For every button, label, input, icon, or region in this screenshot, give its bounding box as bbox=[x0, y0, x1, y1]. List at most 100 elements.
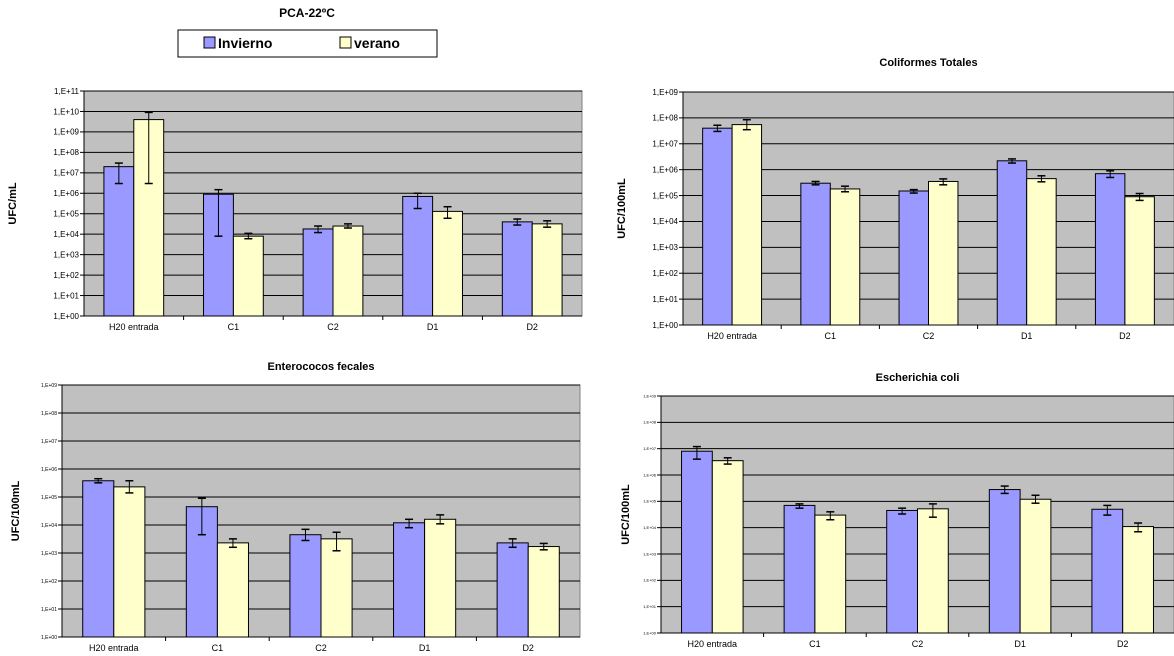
y-tick-label: 1,E+03 bbox=[652, 243, 678, 252]
x-tick-label: C1 bbox=[212, 643, 224, 653]
legend-title: PCA-22ºC bbox=[279, 6, 335, 20]
y-tick-label: 1,E+06 bbox=[41, 467, 57, 473]
bar-verano-c1 bbox=[829, 188, 861, 326]
bar-invierno-d2 bbox=[1094, 173, 1126, 326]
y-tick-label: 1,E+00 bbox=[652, 321, 678, 330]
y-tick-label: 1,E+01 bbox=[643, 604, 657, 609]
bar-verano-d1 bbox=[424, 518, 457, 638]
y-tick-label: 1,E+04 bbox=[643, 525, 657, 530]
y-tick-label: 1,E+07 bbox=[643, 446, 657, 451]
y-axis-label: UFC/100mL bbox=[10, 480, 22, 541]
y-tick-label: 1,E+00 bbox=[643, 630, 657, 635]
bar-invierno-c2 bbox=[898, 190, 929, 326]
y-axis-label: UFC/100mL bbox=[620, 484, 632, 545]
y-tick-label: 1,E+03 bbox=[643, 551, 657, 556]
y-tick-label: 1,E+09 bbox=[53, 128, 79, 137]
y-tick-label: 1,E+08 bbox=[53, 148, 79, 157]
y-tick-label: 1,E+09 bbox=[643, 393, 657, 398]
bar-verano-c1 bbox=[814, 514, 847, 634]
bar-invierno-c2 bbox=[886, 509, 918, 634]
x-tick-label: C2 bbox=[923, 331, 935, 341]
bar-verano-d2 bbox=[531, 223, 563, 317]
x-tick-label: D2 bbox=[526, 322, 538, 332]
y-tick-label: 1,E+05 bbox=[53, 210, 79, 219]
bar-verano-c1 bbox=[216, 542, 249, 638]
y-tick-label: 1,E+09 bbox=[41, 383, 57, 389]
x-tick-label: H20 entrada bbox=[707, 331, 757, 341]
y-tick-label: 1,E+05 bbox=[41, 495, 57, 501]
y-tick-label: 1,E+08 bbox=[643, 420, 657, 425]
y-tick-label: 1,E+11 bbox=[54, 87, 80, 96]
x-tick-label: C2 bbox=[315, 643, 327, 653]
chart-title: Coliformes Totales bbox=[879, 57, 977, 69]
y-tick-label: 1,E+02 bbox=[41, 579, 57, 585]
y-tick-label: 1,E+04 bbox=[41, 523, 57, 529]
bar-invierno-d2 bbox=[496, 542, 529, 638]
x-tick-label: C1 bbox=[825, 331, 837, 341]
bar-invierno-c1 bbox=[800, 182, 831, 326]
y-tick-label: 1,E+04 bbox=[53, 230, 79, 239]
bar-verano-d2 bbox=[1124, 196, 1155, 326]
y-tick-label: 1,E+00 bbox=[53, 312, 79, 321]
chart-4: 1,E+00 1,E+01 1,E+02 1,E+03 1,E+04 1,E+05 1,E+… bbox=[620, 372, 1174, 649]
y-tick-label: 1,E+05 bbox=[643, 499, 657, 504]
y-tick-label: 1,E+06 bbox=[53, 189, 79, 198]
bar-invierno-h20-entrada bbox=[103, 166, 135, 317]
bar-invierno-d2 bbox=[501, 221, 533, 317]
bar-verano-c1 bbox=[232, 235, 264, 317]
x-tick-label: D2 bbox=[1119, 331, 1131, 341]
y-tick-label: 1,E+01 bbox=[53, 291, 79, 300]
chart-1: 1,E+00 1,E+01 1,E+02 1,E+03 1,E+04 1,E+05 1,E+… bbox=[7, 87, 583, 332]
legend: PCA-22ºC Invierno verano bbox=[177, 6, 438, 58]
bar-invierno-h20-entrada bbox=[702, 127, 733, 326]
bar-verano-h20-entrada bbox=[711, 460, 744, 634]
bar-verano-h20-entrada bbox=[113, 486, 146, 638]
bar-verano-c2 bbox=[928, 180, 959, 326]
legend-label-invierno: Invierno bbox=[218, 35, 272, 51]
y-tick-label: 1,E+08 bbox=[41, 411, 57, 417]
x-tick-label: C1 bbox=[228, 322, 240, 332]
y-tick-label: 1,E+07 bbox=[53, 169, 79, 178]
x-tick-label: C1 bbox=[809, 639, 821, 649]
y-tick-label: 1,E+09 bbox=[652, 88, 678, 97]
x-tick-label: C2 bbox=[327, 322, 339, 332]
y-tick-label: 1,E+00 bbox=[41, 635, 57, 641]
bar-verano-d1 bbox=[1026, 178, 1057, 326]
legend-swatch-verano bbox=[339, 36, 352, 49]
y-tick-label: 1,E+03 bbox=[41, 551, 57, 557]
x-tick-label: D1 bbox=[427, 322, 439, 332]
bar-invierno-h20-entrada bbox=[681, 450, 713, 634]
y-tick-label: 1,E+01 bbox=[652, 295, 678, 304]
y-axis-label: UFC/mL bbox=[7, 182, 19, 224]
bar-invierno-d2 bbox=[1091, 508, 1124, 634]
bar-verano-d1 bbox=[1019, 498, 1052, 634]
bar-invierno-h20-entrada bbox=[82, 480, 115, 638]
x-tick-label: D1 bbox=[1021, 331, 1033, 341]
x-tick-label: D1 bbox=[419, 643, 431, 653]
bar-invierno-d1 bbox=[988, 489, 1021, 634]
y-tick-label: 1,E+02 bbox=[643, 578, 657, 583]
bar-invierno-d1 bbox=[393, 522, 426, 638]
bar-verano-c2 bbox=[320, 538, 353, 638]
bar-verano-d1 bbox=[432, 210, 463, 317]
bar-invierno-d1 bbox=[402, 195, 434, 317]
y-tick-label: 1,E+05 bbox=[652, 191, 678, 200]
x-tick-label: H20 entrada bbox=[688, 639, 738, 649]
bar-invierno-d1 bbox=[996, 160, 1028, 326]
bar-verano-d2 bbox=[527, 546, 560, 638]
y-tick-label: 1,E+06 bbox=[652, 165, 678, 174]
chart-title: Escherichia coli bbox=[876, 372, 960, 384]
y-tick-label: 1,E+04 bbox=[652, 217, 678, 226]
y-tick-label: 1,E+08 bbox=[652, 114, 678, 123]
bar-verano-c2 bbox=[332, 225, 364, 317]
y-tick-label: 1,E+10 bbox=[53, 107, 79, 116]
y-tick-label: 1,E+02 bbox=[53, 271, 79, 280]
y-tick-label: 1,E+03 bbox=[53, 250, 79, 259]
bar-invierno-c2 bbox=[302, 228, 334, 317]
y-tick-label: 1,E+01 bbox=[41, 607, 57, 613]
chart-2: 1,E+00 1,E+01 1,E+02 1,E+03 1,E+04 1,E+05 1,E+… bbox=[616, 57, 1174, 341]
y-tick-label: 1,E+07 bbox=[41, 439, 57, 445]
bar-invierno-c1 bbox=[783, 504, 816, 634]
x-tick-label: H20 entrada bbox=[109, 322, 159, 332]
